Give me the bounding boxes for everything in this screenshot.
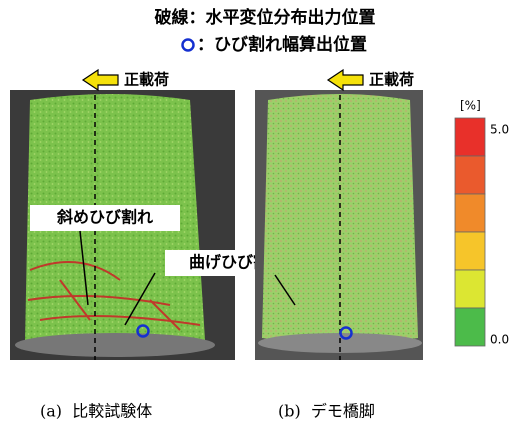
colorbar-tick-label: 0.0 bbox=[490, 333, 509, 347]
legend-line: 破線：水平変位分布出力位置 bbox=[155, 7, 376, 28]
load-arrow bbox=[328, 70, 363, 90]
load-arrow bbox=[83, 70, 118, 90]
caption: (b) デモ橋脚 bbox=[278, 402, 375, 421]
load-label: 正載荷 bbox=[369, 71, 414, 89]
base bbox=[15, 333, 215, 357]
figure: 破線：水平変位分布出力位置 ：ひび割れ幅算出位置 正載荷 斜めひび割れ 曲げひび… bbox=[0, 0, 525, 435]
legend-line: ：ひび割れ幅算出位置 bbox=[197, 34, 367, 55]
circle-symbol bbox=[183, 40, 194, 51]
colorbar-tick-label: 5.0 bbox=[490, 123, 509, 137]
load-label: 正載荷 bbox=[124, 71, 169, 89]
caption: (a) 比較試験体 bbox=[40, 402, 152, 421]
annotation: 斜めひび割れ bbox=[56, 208, 153, 227]
colorbar-unit: [%] bbox=[460, 99, 481, 113]
colorbar bbox=[455, 118, 485, 346]
